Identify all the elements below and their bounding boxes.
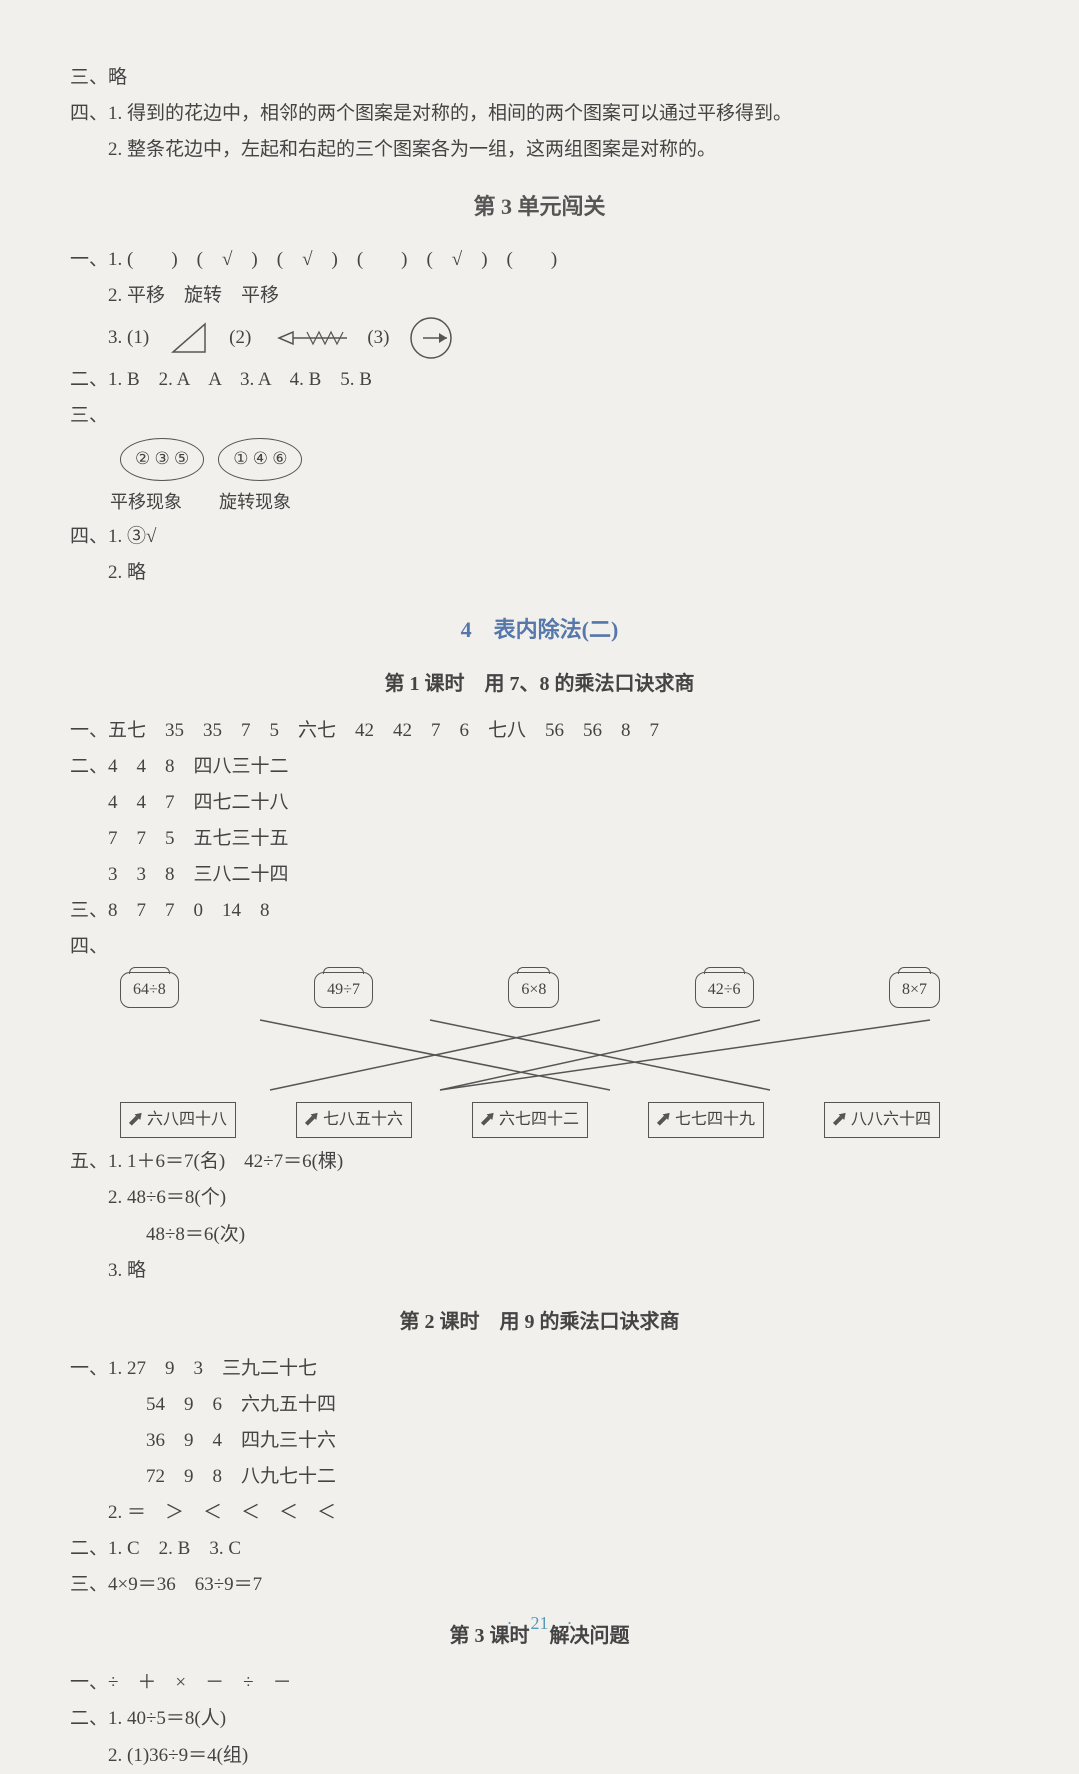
answer-line: 一、1. 27 9 3 三九二十七 <box>70 1351 1009 1387</box>
answer-line: 3 3 8 三八二十四 <box>70 857 1009 893</box>
ellipse-labels: 平移现象 旋转现象 <box>110 485 1009 519</box>
answer-line: 二、4 4 8 四八三十二 <box>70 749 1009 785</box>
answer-line: 三、8 7 7 0 14 8 <box>70 893 1009 929</box>
match-bottom-row: 六八四十八 七八五十六 六七四十二 七七四十九 八八六十四 <box>120 1102 940 1138</box>
tag: 六八四十八 <box>120 1102 236 1138</box>
answer-line: 48÷8＝6(次) <box>70 1217 1009 1253</box>
answer-line: 五、1. 1＋6＝7(名) 42÷7＝6(棵) <box>70 1144 1009 1180</box>
chapter-title: 4 表内除法(二) <box>70 609 1009 651</box>
answer-line: 7 7 5 五七三十五 <box>70 821 1009 857</box>
label: 旋转现象 <box>219 492 291 512</box>
text-line: 2. 整条花边中，左起和右起的三个图案各为一组，这两组图案是对称的。 <box>70 132 1009 168</box>
answer-line: 三、4×9＝36 63÷9＝7 <box>70 1567 1009 1603</box>
pencil-icon <box>302 1110 322 1130</box>
pill: 49÷7 <box>314 972 373 1008</box>
lesson-title: 第 2 课时 用 9 的乘法口诀求商 <box>70 1303 1009 1341</box>
tag: 七八五十六 <box>296 1102 412 1138</box>
answer-line: 54 9 6 六九五十四 <box>70 1387 1009 1423</box>
answer-line: 36 9 4 四九三十六 <box>70 1423 1009 1459</box>
label: 3. (1) <box>108 320 149 356</box>
match-top-row: 64÷8 49÷7 6×8 42÷6 8×7 <box>120 972 940 1008</box>
pencil-icon <box>126 1110 146 1130</box>
answer-line: 2. 略 <box>70 555 1009 591</box>
answer-line: 二、1. C 2. B 3. C <box>70 1531 1009 1567</box>
answer-line: 三、 <box>70 398 1009 434</box>
answer-line: 2. ＝ ＞ ＜ ＜ ＜ ＜ <box>70 1495 1009 1531</box>
ellipse-group: ② ③ ⑤ ① ④ ⑥ <box>120 438 1009 480</box>
ellipse-item: ② ③ ⑤ <box>120 438 204 480</box>
answer-line: 四、1. ③√ <box>70 519 1009 555</box>
pill: 42÷6 <box>695 972 754 1008</box>
answer-line: 一、÷ ＋ × － ÷ － <box>70 1665 1009 1701</box>
text-line: 四、1. 得到的花边中，相邻的两个图案是对称的，相间的两个图案可以通过平移得到。 <box>70 96 1009 132</box>
match-lines <box>170 1008 990 1102</box>
answer-line: 一、1. ( ) ( √ ) ( √ ) ( ) ( √ ) ( ) <box>70 242 1009 278</box>
pill: 6×8 <box>508 972 559 1008</box>
answer-line: 2. (1)36÷9＝4(组) <box>70 1738 1009 1774</box>
lesson-title: 第 1 课时 用 7、8 的乘法口诀求商 <box>70 665 1009 703</box>
pill: 64÷8 <box>120 972 179 1008</box>
answer-line: 4 4 7 四七二十八 <box>70 785 1009 821</box>
answer-line: 2. 平移 旋转 平移 <box>70 278 1009 314</box>
label: (3) <box>367 320 389 356</box>
tag: 六七四十二 <box>472 1102 588 1138</box>
label: (2) <box>229 320 251 356</box>
tag: 七七四十九 <box>648 1102 764 1138</box>
q1-3-row: 3. (1) (2) (3) <box>70 314 1009 362</box>
pencil-icon <box>654 1110 674 1130</box>
pencil-icon <box>830 1110 850 1130</box>
answer-line: 四、 <box>70 929 1009 965</box>
ellipse-item: ① ④ ⑥ <box>218 438 302 480</box>
arrow-zigzag-icon <box>269 324 349 352</box>
pencil-icon <box>478 1110 498 1130</box>
answer-line: 一、五七 35 35 7 5 六七 42 42 7 6 七八 56 56 8 7 <box>70 713 1009 749</box>
answer-line: 二、1. 40÷5＝8(人) <box>70 1701 1009 1737</box>
answer-line: 72 9 8 八九七十二 <box>70 1459 1009 1495</box>
answer-line: 3. 略 <box>70 1253 1009 1289</box>
tag: 八八六十四 <box>824 1102 940 1138</box>
pill: 8×7 <box>889 972 940 1008</box>
page-number: · 21 · <box>0 1606 1079 1640</box>
label: 平移现象 <box>110 492 182 512</box>
triangle-icon <box>167 318 211 358</box>
circle-arrow-icon <box>407 314 455 362</box>
answer-line: 2. 48÷6＝8(个) <box>70 1180 1009 1216</box>
answer-line: 二、1. B 2. A A 3. A 4. B 5. B <box>70 362 1009 398</box>
matching-diagram: 64÷8 49÷7 6×8 42÷6 8×7 六八四十八 七八五十六 六七四十二… <box>120 972 1009 1139</box>
text-line: 三、略 <box>70 60 1009 96</box>
section-title-unit3: 第 3 单元闯关 <box>70 186 1009 228</box>
